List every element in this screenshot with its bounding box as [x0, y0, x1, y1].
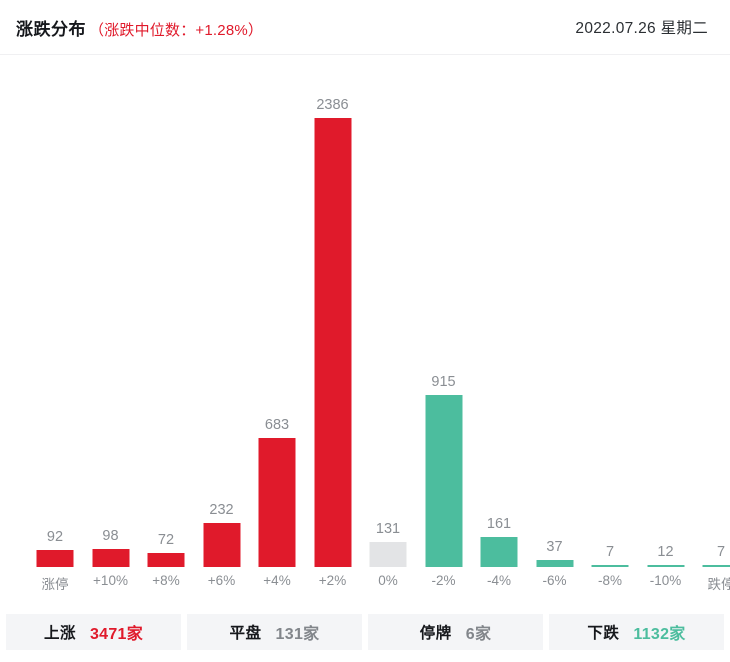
- chart-bar-slot[interactable]: 915: [416, 55, 472, 567]
- chart-axis-tick: 涨停: [41, 577, 69, 592]
- summary-card-label: 停牌: [419, 625, 452, 642]
- chart-bar-slot[interactable]: 12: [638, 55, 694, 567]
- summary-card-value: 131家: [275, 626, 320, 643]
- header-date: 2022.07.26 星期二: [575, 20, 708, 37]
- page-title: 涨跌分布: [16, 19, 86, 39]
- chart-axis-tick: -2%: [431, 573, 456, 588]
- chart-bar-value-label: 2386: [316, 96, 349, 113]
- chart-bar[interactable]: 92: [36, 529, 74, 567]
- summary-card[interactable]: 下跌 1132家: [549, 614, 724, 650]
- chart-bar-slot[interactable]: 161: [471, 55, 527, 567]
- chart-bar[interactable]: 915: [425, 374, 462, 567]
- chart-plot-area: 92 98 72 232 683 2386 131 915 161 37 7 12 7: [0, 55, 730, 567]
- chart-axis-tick: +6%: [207, 573, 236, 588]
- chart-bar-slot[interactable]: 2386: [305, 55, 361, 567]
- chart-bar[interactable]: 72: [147, 532, 185, 567]
- distribution-chart: 92 98 72 232 683 2386 131 915 161 37 7 12 7 涨停 +10% +8…: [0, 55, 730, 602]
- chart-axis-tick: 跌停: [707, 577, 730, 592]
- chart-bar-value-label: 915: [431, 373, 456, 390]
- chart-bar-slot[interactable]: 92: [27, 55, 83, 567]
- summary-card-value: 1132家: [633, 626, 686, 643]
- summary-card-value: 6家: [465, 626, 492, 643]
- summary-card-label: 上涨: [43, 625, 76, 642]
- median-change-note: （涨跌中位数：+1.28%）: [89, 21, 264, 39]
- chart-bar-slot[interactable]: 98: [83, 55, 139, 567]
- chart-bar[interactable]: 37: [536, 539, 573, 567]
- chart-bar-value-label: 72: [157, 531, 175, 548]
- chart-axis-tick: +4%: [263, 573, 291, 588]
- chart-bar[interactable]: 12: [647, 544, 684, 567]
- chart-bar-value-label: 12: [657, 543, 674, 560]
- chart-header: 涨跌分布 （涨跌中位数：+1.28%） 2022.07.26 星期二: [0, 0, 730, 55]
- chart-bar[interactable]: 2386: [314, 97, 351, 567]
- chart-bar[interactable]: 232: [203, 502, 240, 567]
- summary-card[interactable]: 上涨 3471家: [6, 614, 181, 650]
- chart-x-axis: 涨停 +10% +8% +6% +4% +2% 0% -2% -4% -6% -8% -10% 跌停: [0, 567, 730, 602]
- chart-bar-slot[interactable]: 131: [360, 55, 416, 567]
- summary-card-label: 平盘: [229, 625, 262, 642]
- chart-bar-slot[interactable]: 7: [693, 55, 730, 567]
- chart-axis-tick: -10%: [649, 573, 682, 588]
- chart-bar-slot[interactable]: 72: [138, 55, 194, 567]
- chart-bar[interactable]: 131: [369, 521, 407, 567]
- chart-bar-value-label: 37: [546, 538, 563, 555]
- chart-bar-value-label: 7: [605, 543, 615, 560]
- chart-axis-tick: 0%: [378, 573, 398, 588]
- header-title-group: 涨跌分布 （涨跌中位数：+1.28%）: [16, 15, 263, 40]
- market-summary-bar: 上涨 3471家 平盘 131家 停牌 6家 下跌 1132家: [0, 602, 730, 662]
- chart-bar-value-label: 98: [102, 527, 119, 544]
- chart-bar-value-label: 131: [375, 520, 401, 537]
- chart-bar-value-label: 232: [209, 501, 234, 518]
- chart-bar-slot[interactable]: 37: [527, 55, 583, 567]
- chart-axis-tick: -8%: [597, 573, 622, 588]
- summary-card-label: 下跌: [587, 625, 620, 642]
- chart-axis-tick: +8%: [152, 573, 180, 588]
- chart-bar[interactable]: 683: [258, 417, 296, 567]
- chart-bar-slot[interactable]: 7: [582, 55, 638, 567]
- chart-axis-tick: -4%: [486, 573, 511, 588]
- chart-bar-value-label: 7: [716, 543, 726, 560]
- chart-bar-value-label: 92: [46, 528, 64, 545]
- chart-bar[interactable]: 7: [591, 544, 629, 567]
- chart-axis-tick: -6%: [542, 573, 567, 588]
- chart-bar[interactable]: 98: [92, 528, 129, 567]
- chart-bar-value-label: 161: [486, 515, 512, 532]
- summary-card[interactable]: 平盘 131家: [187, 614, 362, 650]
- chart-axis-tick: +10%: [93, 573, 128, 588]
- chart-bar-slot[interactable]: 683: [249, 55, 305, 567]
- chart-bar-value-label: 683: [264, 416, 290, 433]
- summary-card[interactable]: 停牌 6家: [368, 614, 543, 650]
- summary-card-value: 3471家: [89, 626, 144, 643]
- chart-axis-tick: +2%: [318, 573, 347, 588]
- chart-bar[interactable]: 161: [480, 516, 518, 567]
- chart-bar[interactable]: 7: [702, 544, 730, 567]
- chart-bar-slot[interactable]: 232: [194, 55, 250, 567]
